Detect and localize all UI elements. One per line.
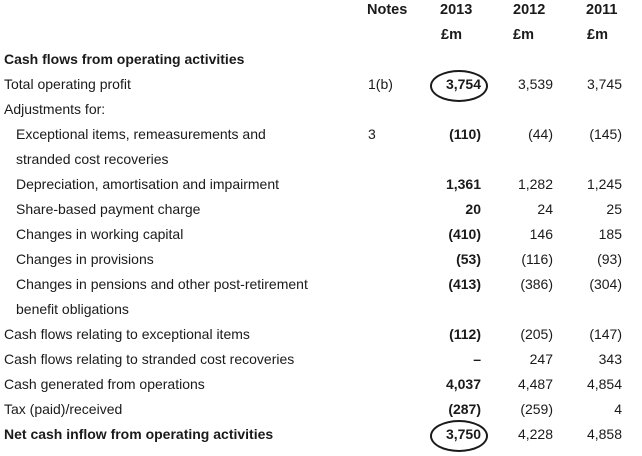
header-notes: Notes — [367, 2, 408, 18]
statement-row: benefit obligations — [0, 297, 642, 322]
row-value-2012: 24 — [537, 201, 553, 217]
row-value-2011: 4 — [614, 401, 622, 417]
row-value-2012: (116) — [521, 251, 553, 267]
row-value-2012: 4,487 — [517, 376, 553, 392]
header-unit-2011: £m — [587, 27, 608, 43]
row-value-2011: 1,245 — [586, 176, 622, 192]
row-value-2011: (145) — [589, 126, 622, 142]
statement-row: Share-based payment charge 20 24 25 — [0, 197, 642, 222]
row-label: Cash flows relating to exceptional items — [4, 326, 250, 342]
row-value-2011: (93) — [597, 251, 622, 267]
row-value-2013: (112) — [449, 326, 481, 342]
row-value-2011: 185 — [598, 226, 622, 242]
row-value-2012: 247 — [529, 351, 553, 367]
statement-row: Changes in working capital (410) 146 185 — [0, 222, 642, 247]
statement-row: Cash generated from operations 4,037 4,487… — [0, 372, 642, 397]
header-year-2011: 2011 — [586, 2, 618, 18]
row-value-2013: 20 — [465, 201, 481, 217]
row-value-2013: – — [473, 351, 481, 367]
row-value-2011: (304) — [589, 276, 622, 292]
statement-row: Changes in pensions and other post-retir… — [0, 272, 642, 297]
row-value-2013: (287) — [448, 401, 481, 417]
row-label: benefit obligations — [16, 301, 129, 317]
statement-row: Depreciation, amortisation and impairmen… — [0, 172, 642, 197]
statement-row: Cash flows from operating activities — [0, 47, 642, 72]
row-value-2013: 3,750 — [445, 426, 481, 442]
row-label: Tax (paid)/received — [4, 401, 123, 417]
row-label: Adjustments for: — [4, 101, 106, 117]
row-label: Exceptional items, remeasurements and — [16, 126, 266, 142]
row-value-2011: 343 — [598, 351, 622, 367]
statement-row: Exceptional items, remeasurements and 3 (1… — [0, 122, 642, 147]
row-value-2011: 4,854 — [586, 376, 622, 392]
statement-row: Adjustments for: — [0, 97, 642, 122]
row-label: Cash flows relating to stranded cost rec… — [4, 351, 295, 367]
row-value-2011: (147) — [589, 326, 622, 342]
row-value-2013: (53) — [456, 251, 481, 267]
row-value-2012: 4,228 — [517, 426, 553, 442]
row-label: Changes in provisions — [16, 251, 154, 267]
row-label: Share-based payment charge — [16, 201, 201, 217]
row-label: stranded cost recoveries — [16, 151, 169, 167]
row-note: 1(b) — [368, 76, 393, 92]
statement-row: Tax (paid)/received (287) (259) 4 — [0, 397, 642, 422]
row-value-2013: (110) — [449, 126, 481, 142]
statement-row: Net cash inflow from operating activitie… — [0, 422, 642, 447]
row-value-2012: (259) — [520, 401, 553, 417]
row-value-2012: (205) — [520, 326, 553, 342]
row-value-2013: 4,037 — [445, 376, 481, 392]
header-year-2012: 2012 — [513, 2, 546, 18]
row-value-2013: (410) — [448, 226, 481, 242]
row-value-2013: (413) — [448, 276, 481, 292]
statement-row: stranded cost recoveries — [0, 147, 642, 172]
row-value-2011: 4,858 — [586, 426, 622, 442]
statement-row: Total operating profit 1(b) 3,754 3,539 3,74… — [0, 72, 642, 97]
header-year-2013: 2013 — [440, 2, 473, 18]
row-label: Net cash inflow from operating activitie… — [4, 426, 274, 442]
statement-row: Cash flows relating to exceptional items… — [0, 322, 642, 347]
row-label: Total operating profit — [4, 76, 131, 92]
row-note: 3 — [368, 126, 376, 142]
row-value-2012: 3,539 — [517, 76, 553, 92]
row-value-2012: 146 — [529, 226, 553, 242]
row-label: Cash generated from operations — [4, 376, 205, 392]
header-unit-2012: £m — [513, 27, 534, 43]
header-unit-2013: £m — [441, 27, 462, 43]
row-value-2011: 3,745 — [586, 76, 622, 92]
row-label: Changes in pensions and other post-retir… — [16, 276, 308, 292]
row-label: Cash flows from operating activities — [4, 51, 245, 67]
row-value-2012: (386) — [520, 276, 553, 292]
row-value-2013: 1,361 — [445, 176, 481, 192]
statement-row: Changes in provisions (53) (116) (93) — [0, 247, 642, 272]
row-value-2011: 25 — [606, 201, 622, 217]
row-label: Depreciation, amortisation and impairmen… — [16, 176, 280, 192]
row-value-2012: (44) — [528, 126, 553, 142]
row-value-2013: 3,754 — [445, 76, 481, 92]
row-value-2012: 1,282 — [517, 176, 553, 192]
row-label: Changes in working capital — [16, 226, 184, 242]
statement-row: Cash flows relating to stranded cost rec… — [0, 347, 642, 372]
